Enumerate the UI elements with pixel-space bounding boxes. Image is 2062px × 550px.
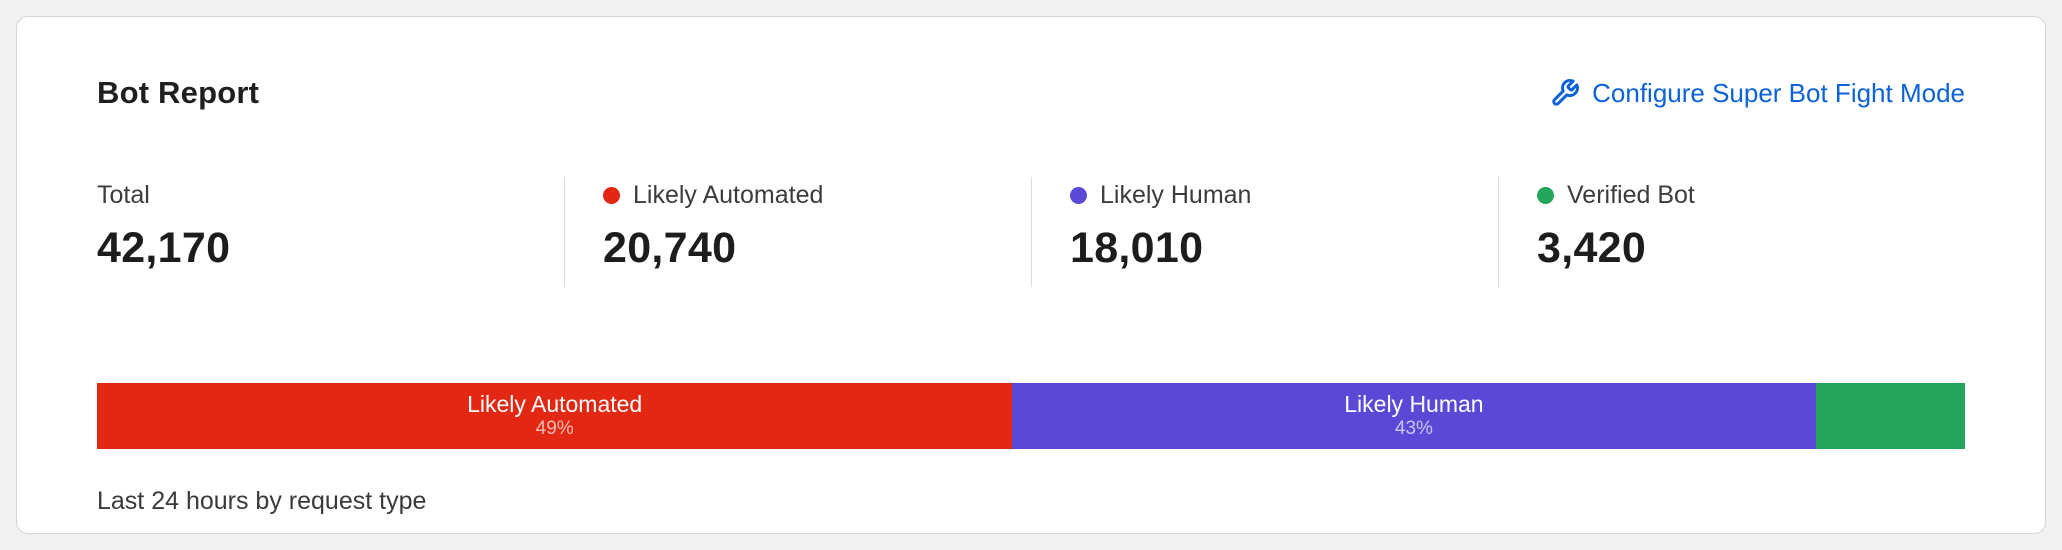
stat-likely-automated-value: 20,740: [603, 224, 737, 272]
bar-segment-verified-bot: [1815, 383, 1965, 449]
stat-total-label-row: Total: [97, 181, 564, 210]
stat-verified-bot-label-row: Verified Bot: [1537, 181, 1965, 210]
stat-likely-human-label: Likely Human: [1100, 181, 1252, 209]
stat-likely-human-label-row: Likely Human: [1070, 181, 1498, 210]
likely-automated-dot-icon: [603, 187, 620, 204]
stat-verified-bot-value: 3,420: [1537, 224, 1647, 272]
bar-segment-likely-automated-percent: 49%: [535, 418, 574, 440]
bot-report-card: Bot Report Configure Super Bot Fight Mod…: [16, 16, 2046, 534]
stat-total-label: Total: [97, 181, 150, 209]
bar-segment-likely-automated-label: Likely Automated: [467, 390, 643, 417]
stat-total: Total 42,170: [97, 177, 564, 287]
likely-human-dot-icon: [1070, 187, 1087, 204]
stat-likely-automated-label: Likely Automated: [633, 181, 824, 209]
stat-likely-human-value: 18,010: [1070, 224, 1204, 272]
stats-row: Total 42,170 Likely Automated 20,740 Lik…: [97, 177, 1965, 287]
card-header: Bot Report Configure Super Bot Fight Mod…: [97, 75, 1965, 111]
chart-caption: Last 24 hours by request type: [97, 487, 427, 515]
wrench-icon: [1550, 78, 1580, 108]
bar-segment-likely-automated: Likely Automated 49%: [97, 383, 1013, 449]
page-title: Bot Report: [97, 75, 260, 110]
bar-segment-likely-human: Likely Human 43%: [1012, 383, 1816, 449]
bar-segment-likely-human-label: Likely Human: [1344, 390, 1484, 417]
stat-verified-bot: Verified Bot 3,420: [1498, 177, 1965, 287]
stat-likely-automated: Likely Automated 20,740: [564, 177, 1031, 287]
verified-bot-dot-icon: [1537, 187, 1554, 204]
request-type-stacked-bar: Likely Automated 49% Likely Human 43%: [97, 383, 1965, 449]
stat-likely-automated-label-row: Likely Automated: [603, 181, 1031, 210]
stat-total-value: 42,170: [97, 224, 231, 272]
configure-link-label: Configure Super Bot Fight Mode: [1592, 77, 1965, 108]
bar-segment-likely-human-percent: 43%: [1394, 418, 1433, 440]
stat-likely-human: Likely Human 18,010: [1031, 177, 1498, 287]
stat-verified-bot-label: Verified Bot: [1567, 181, 1695, 209]
configure-super-bot-fight-mode-link[interactable]: Configure Super Bot Fight Mode: [1550, 78, 1965, 109]
